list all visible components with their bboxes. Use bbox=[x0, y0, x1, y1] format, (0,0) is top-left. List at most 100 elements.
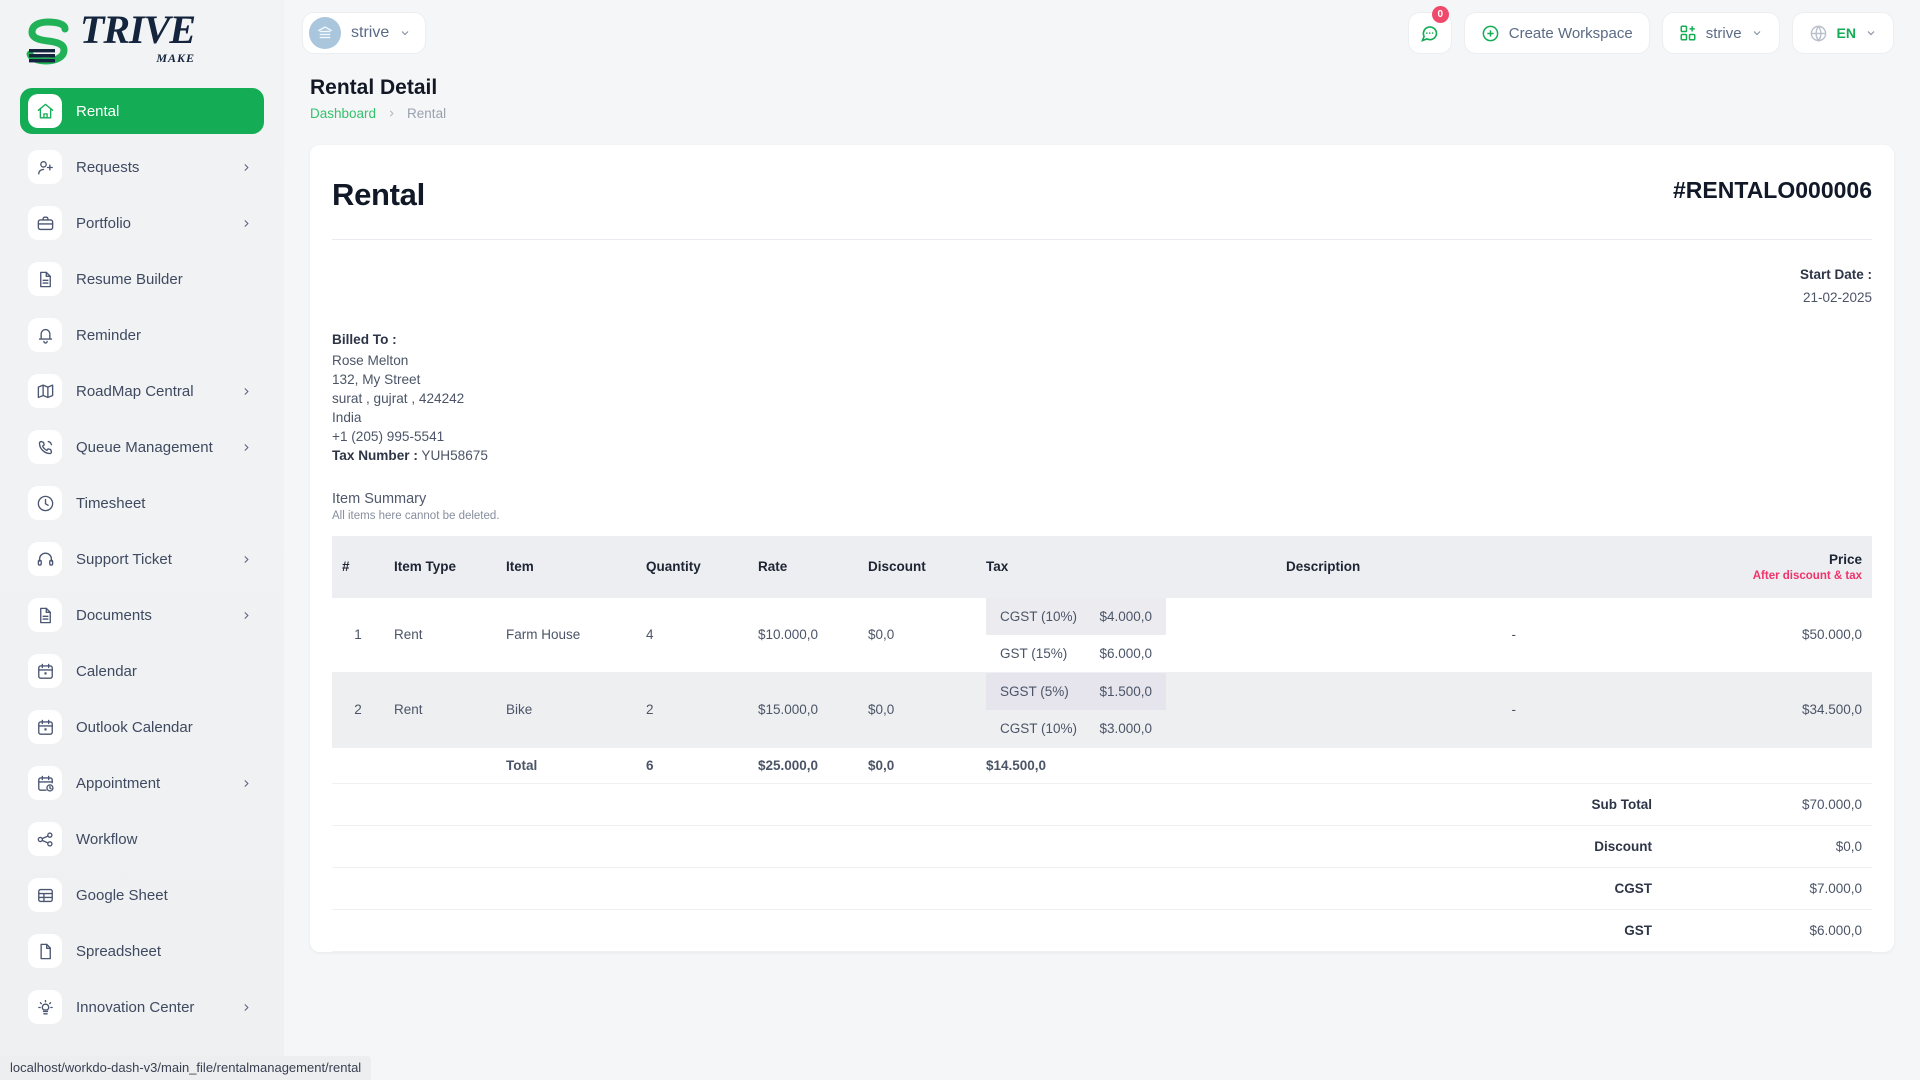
sidebar-item-label: Requests bbox=[76, 158, 140, 176]
items-table: # Item Type Item Quantity Rate Discount … bbox=[332, 535, 1872, 784]
sidebar-item-google-sheet[interactable]: Google Sheet bbox=[20, 872, 264, 918]
sidebar-item-label: Documents bbox=[76, 606, 152, 624]
calendar-icon bbox=[28, 654, 62, 688]
cell-price: $50.000,0 bbox=[1526, 597, 1872, 673]
chevron-right-icon bbox=[386, 108, 397, 119]
main-area: strive 0 bbox=[284, 0, 1920, 1080]
status-bar-url: localhost/workdo-dash-v3/main_file/renta… bbox=[0, 1056, 372, 1080]
chat-button[interactable]: 0 bbox=[1407, 6, 1452, 54]
rental-detail-card: Rental #RENTALO000006 Start Date : 21-02… bbox=[310, 145, 1894, 952]
workspace-switcher[interactable]: strive bbox=[302, 12, 427, 54]
sidebar-item-reminder[interactable]: Reminder bbox=[20, 312, 264, 358]
tax-name: CGST (10%) bbox=[1000, 608, 1078, 624]
cell-discount: $0,0 bbox=[858, 597, 976, 673]
phone-ring-icon bbox=[28, 430, 62, 464]
tax-row: GST (15%) $6.000,0 bbox=[986, 635, 1166, 672]
cell-tax: SGST (5%) $1.500,0 CGST (10%) $3.000,0 bbox=[976, 672, 1276, 748]
sidebar-item-label: Timesheet bbox=[76, 494, 146, 512]
language-label: EN bbox=[1836, 25, 1856, 41]
home-icon bbox=[28, 94, 62, 128]
invoice-number: #RENTALO000006 bbox=[1673, 177, 1872, 203]
grid-plus-icon bbox=[1679, 24, 1697, 42]
col-description: Description bbox=[1276, 535, 1526, 598]
page-title: Rental Detail bbox=[310, 76, 438, 99]
summary-label: Discount bbox=[332, 825, 1662, 868]
invoice-heading: Rental bbox=[332, 177, 425, 212]
cell-rate: $15.000,0 bbox=[748, 672, 858, 748]
bell-icon bbox=[28, 318, 62, 352]
tax-name: SGST (5%) bbox=[1000, 683, 1069, 699]
total-spacer-4 bbox=[1526, 747, 1872, 784]
sidebar-item-portfolio[interactable]: Portfolio bbox=[20, 200, 264, 246]
billed-to-street: 132, My Street bbox=[332, 371, 421, 387]
cell-item: Bike bbox=[496, 672, 636, 748]
lightbulb-icon bbox=[28, 990, 62, 1024]
chevron-right-icon bbox=[241, 554, 252, 565]
sidebar-item-label: Google Sheet bbox=[76, 886, 168, 904]
headset-icon bbox=[28, 542, 62, 576]
sidebar-item-label: Calendar bbox=[76, 662, 137, 680]
language-select[interactable]: EN bbox=[1791, 12, 1894, 54]
briefcase-icon bbox=[28, 206, 62, 240]
sidebar-item-innovation-center[interactable]: Innovation Center bbox=[20, 984, 264, 1030]
col-quantity: Quantity bbox=[636, 535, 748, 598]
total-spacer bbox=[332, 747, 384, 784]
col-tax: Tax bbox=[976, 535, 1276, 598]
chevron-right-icon bbox=[241, 610, 252, 621]
sidebar-item-label: Support Ticket bbox=[76, 550, 172, 568]
sidebar-item-resume-builder[interactable]: Resume Builder bbox=[20, 256, 264, 302]
total-spacer-2 bbox=[384, 747, 496, 784]
col-price: Price After discount & tax bbox=[1526, 535, 1872, 598]
summary-row: Sub Total $70.000,0 bbox=[332, 783, 1872, 826]
chevron-right-icon bbox=[241, 1002, 252, 1013]
sidebar-item-calendar[interactable]: Calendar bbox=[20, 648, 264, 694]
cell-item-type: Rent bbox=[384, 597, 496, 673]
invoice-header: Rental #RENTALO000006 bbox=[332, 177, 1872, 239]
sidebar-item-documents[interactable]: Documents bbox=[20, 592, 264, 638]
sidebar-item-rental[interactable]: Rental bbox=[20, 88, 264, 134]
document-icon bbox=[28, 598, 62, 632]
app-logo[interactable]: TRIVE MAKE bbox=[0, 0, 284, 88]
breadcrumb: Dashboard Rental bbox=[310, 106, 1894, 121]
share-nodes-icon bbox=[28, 822, 62, 856]
cell-rate: $10.000,0 bbox=[748, 597, 858, 673]
breadcrumb-dashboard[interactable]: Dashboard bbox=[310, 106, 377, 121]
cell-quantity: 2 bbox=[636, 672, 748, 748]
sidebar-item-appointment[interactable]: Appointment bbox=[20, 760, 264, 806]
sidebar-item-label: Reminder bbox=[76, 326, 142, 344]
cell-tax: CGST (10%) $4.000,0 GST (15%) $6.000,0 bbox=[976, 597, 1276, 673]
sidebar-item-roadmap-central[interactable]: RoadMap Central bbox=[20, 368, 264, 414]
sidebar-item-spreadsheet[interactable]: Spreadsheet bbox=[20, 928, 264, 974]
summary-table: Sub Total $70.000,0 Discount $0,0 CGST $7.000… bbox=[332, 783, 1872, 952]
sidebar-item-label: RoadMap Central bbox=[76, 382, 194, 400]
tax-number-label: Tax Number : bbox=[332, 447, 418, 463]
table-row: 1 Rent Farm House 4 $10.000,0 $0,0 CGST (10%) $… bbox=[332, 597, 1872, 673]
sidebar-item-workflow[interactable]: Workflow bbox=[20, 816, 264, 862]
sidebar-item-outlook-calendar[interactable]: Outlook Calendar bbox=[20, 704, 264, 750]
sidebar-item-queue-management[interactable]: Queue Management bbox=[20, 424, 264, 470]
tax-row: CGST (10%) $4.000,0 bbox=[986, 597, 1166, 635]
sidebar-item-requests[interactable]: Requests bbox=[20, 144, 264, 190]
total-quantity: 6 bbox=[636, 747, 748, 784]
cell-quantity: 4 bbox=[636, 597, 748, 673]
sidebar-item-support-ticket[interactable]: Support Ticket bbox=[20, 536, 264, 582]
chevron-right-icon bbox=[241, 386, 252, 397]
summary-table-body: Sub Total $70.000,0 Discount $0,0 CGST $7.000… bbox=[332, 783, 1872, 952]
total-discount: $0,0 bbox=[858, 747, 976, 784]
sidebar-item-timesheet[interactable]: Timesheet bbox=[20, 480, 264, 526]
cell-item-type: Rent bbox=[384, 672, 496, 748]
summary-value: $0,0 bbox=[1662, 825, 1872, 868]
logo-subtext: MAKE bbox=[156, 51, 196, 65]
chevron-right-icon bbox=[241, 778, 252, 789]
table-icon bbox=[28, 878, 62, 912]
workspace-select[interactable]: strive bbox=[1661, 12, 1780, 54]
cell-description: - bbox=[1276, 672, 1526, 748]
chevron-down-icon bbox=[1865, 27, 1877, 39]
divider bbox=[332, 239, 1872, 240]
tax-amount: $1.500,0 bbox=[1099, 683, 1152, 699]
create-workspace-button[interactable]: Create Workspace bbox=[1463, 12, 1650, 54]
item-summary-header: Item Summary All items here cannot be de… bbox=[332, 491, 1872, 522]
col-price-label: Price bbox=[1828, 551, 1862, 567]
tax-amount: $3.000,0 bbox=[1099, 720, 1152, 736]
user-plus-icon bbox=[28, 150, 62, 184]
